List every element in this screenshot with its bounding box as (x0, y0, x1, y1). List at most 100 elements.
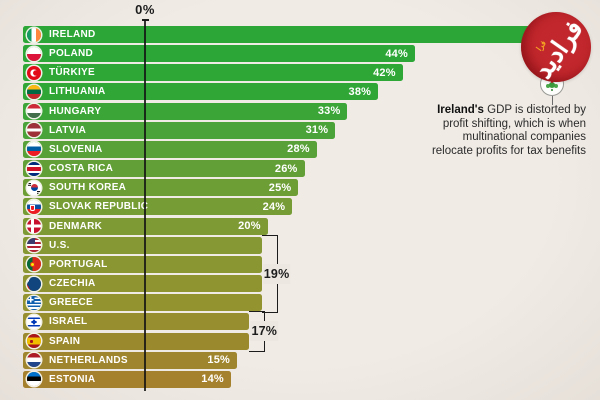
flag-lithuania-icon (27, 84, 41, 99)
group-bracket-19: 19% (261, 234, 291, 314)
flag-us-icon (27, 238, 41, 253)
bar-southkorea: SOUTH KOREA 25% (23, 179, 299, 197)
country-label: TÜRKIYE (49, 67, 95, 79)
flag-hungary-icon (27, 104, 41, 119)
table-row: COSTA RICA 26% (23, 160, 305, 178)
bar-portugal: PORTUGAL (23, 255, 262, 273)
country-label: LATVIA (49, 124, 87, 136)
annotation-line: relocate profits for tax benefits (431, 144, 586, 157)
country-label: SLOVENIA (49, 143, 103, 155)
value-label: 24% (262, 200, 286, 213)
country-label: HUNGARY (49, 105, 102, 117)
shamrock-icon (549, 81, 555, 88)
flag-greece-icon (27, 295, 41, 310)
table-row: U.S. (23, 236, 262, 254)
table-row: GREECE (23, 294, 262, 312)
country-label: COSTA RICA (49, 163, 114, 175)
country-label: U.S. (49, 239, 70, 251)
bar-ireland: IRELAND (23, 26, 555, 43)
group-value-label: 17% (250, 321, 279, 342)
value-label: 33% (317, 105, 341, 118)
value-label: 25% (268, 181, 292, 194)
zero-axis-line (144, 20, 146, 391)
watermark-logo: فرا فرادید (521, 11, 591, 83)
annotation-line: multinational companies (462, 131, 586, 144)
country-label: GREECE (49, 297, 94, 309)
table-row: SOUTH KOREA 25% (23, 179, 299, 197)
country-label: DENMARK (49, 220, 103, 232)
table-row: POLAND 44% (23, 45, 415, 63)
flag-israel-icon (27, 314, 41, 329)
bar-slovenia: SLOVENIA 28% (23, 140, 317, 158)
ireland-annotation: Ireland's GDP is distorted by profit shi… (366, 104, 586, 158)
table-row: TÜRKIYE 42% (23, 64, 403, 82)
table-row: NETHERLANDS 15% (23, 351, 238, 369)
bar-latvia: LATVIA 31% (23, 121, 336, 139)
value-label: 15% (207, 354, 231, 367)
flag-southkorea-icon (27, 180, 41, 195)
table-row: HUNGARY 33% (23, 102, 348, 120)
country-label: CZECHIA (49, 278, 96, 290)
flag-slovenia-icon (27, 142, 41, 157)
zero-axis-label: 0% (135, 2, 155, 17)
flag-ireland-icon (27, 27, 41, 42)
table-row: SLOVAK REPUBLIC 24% (23, 198, 293, 216)
bar-us: U.S. (23, 236, 262, 254)
bar-costarica: COSTA RICA 26% (23, 160, 305, 178)
table-row: CZECHIA (23, 275, 262, 293)
country-label: ISRAEL (49, 316, 88, 328)
value-label: 31% (305, 124, 329, 137)
flag-netherlands-icon (27, 353, 41, 368)
country-label: POLAND (49, 48, 94, 60)
bar-israel: ISRAEL (23, 313, 250, 331)
country-label: SOUTH KOREA (49, 182, 127, 194)
bar-czechia: CZECHIA (23, 275, 262, 293)
value-label: 44% (385, 47, 408, 60)
bar-hungary: HUNGARY 33% (23, 102, 348, 120)
bar-slovakia: SLOVAK REPUBLIC 24% (23, 198, 293, 216)
country-label: SPAIN (49, 335, 81, 347)
bar-poland: POLAND 44% (23, 45, 415, 63)
flag-slovakia-icon (27, 199, 41, 214)
flag-spain-icon (27, 334, 41, 349)
flag-turkiye-icon (27, 65, 41, 80)
flag-denmark-icon (27, 219, 41, 234)
annotation-line: Ireland's GDP is distorted by (366, 104, 586, 118)
value-label: 28% (287, 143, 310, 156)
annotation-line: profit shifting, which is when (442, 117, 586, 130)
value-label: 26% (274, 162, 298, 175)
table-row: IRELAND (23, 26, 555, 43)
table-row: SLOVENIA 28% (23, 140, 317, 158)
table-row: PORTUGAL (23, 255, 262, 273)
group-bracket-17: 17% (249, 311, 279, 352)
country-label: NETHERLANDS (49, 354, 128, 366)
country-label: ESTONIA (49, 373, 96, 385)
value-label: 38% (348, 85, 372, 98)
zero-axis-tick (142, 19, 149, 21)
country-label: IRELAND (49, 29, 96, 40)
bar-lithuania: LITHUANIA 38% (23, 83, 379, 101)
country-label: SLOVAK REPUBLIC (49, 201, 149, 213)
table-row: ISRAEL (23, 313, 250, 331)
table-row: LITHUANIA 38% (23, 83, 379, 101)
annotation-bold-lead: Ireland's (437, 104, 484, 116)
bar-spain: SPAIN (23, 332, 250, 350)
table-row: ESTONIA 14% (23, 370, 231, 388)
bar-turkiye: TÜRKIYE 42% (23, 64, 403, 82)
flag-portugal-icon (27, 257, 41, 272)
bar-estonia: ESTONIA 14% (23, 370, 231, 388)
value-label: 42% (373, 66, 396, 79)
callout-connector-line (551, 96, 553, 105)
annotation-line1-rest: GDP is distorted by (483, 104, 586, 116)
flag-latvia-icon (27, 123, 41, 138)
table-row: LATVIA 31% (23, 121, 336, 139)
value-label: 20% (238, 220, 261, 233)
country-label: PORTUGAL (49, 258, 108, 270)
flag-poland-icon (27, 46, 41, 61)
group-value-label: 19% (262, 263, 291, 284)
table-row: SPAIN (23, 332, 250, 350)
bar-netherlands: NETHERLANDS 15% (23, 351, 238, 369)
logo-calligraphy: فرا فرادید (524, 11, 589, 83)
value-label: 14% (201, 373, 224, 386)
